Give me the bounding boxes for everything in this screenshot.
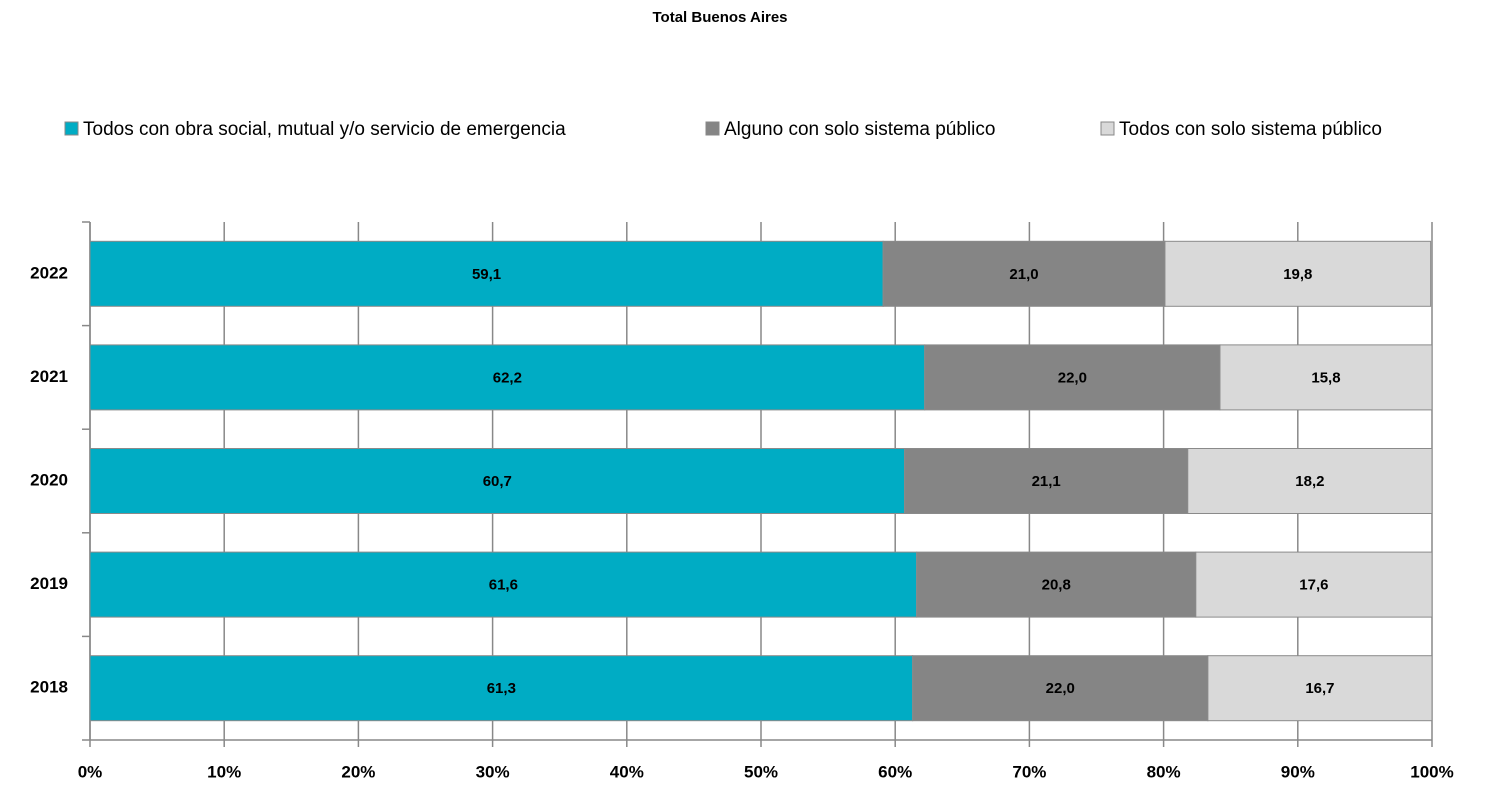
data-label: 21,1	[1032, 473, 1061, 490]
x-tick-label: 20%	[341, 762, 375, 781]
bar-segment	[912, 655, 1209, 722]
x-tick-label: 0%	[78, 762, 103, 781]
y-tick-label: 2018	[30, 678, 68, 697]
data-label: 59,1	[472, 266, 501, 283]
data-label: 21,0	[1009, 266, 1038, 283]
data-label: 16,7	[1305, 680, 1334, 697]
legend-label: Todos con solo sistema público	[1119, 119, 1382, 140]
x-tick-label: 100%	[1410, 762, 1453, 781]
bar-segment	[1164, 240, 1432, 307]
data-label: 22,0	[1046, 680, 1075, 697]
bar-segment	[1219, 344, 1433, 411]
bar-segment	[89, 344, 926, 411]
x-tick-label: 10%	[207, 762, 241, 781]
data-label: 20,8	[1042, 577, 1071, 594]
x-tick-label: 60%	[878, 762, 912, 781]
x-tick-label: 50%	[744, 762, 778, 781]
legend-label: Alguno con solo sistema público	[724, 119, 995, 140]
x-tick-label: 80%	[1147, 762, 1181, 781]
x-tick-label: 30%	[476, 762, 510, 781]
data-label: 60,7	[483, 473, 512, 490]
y-tick-label: 2020	[30, 470, 68, 489]
data-label: 61,3	[487, 680, 516, 697]
bar-segment	[89, 240, 884, 307]
data-label: 61,6	[489, 577, 518, 594]
bar-segment	[89, 655, 914, 722]
data-label: 17,6	[1299, 577, 1328, 594]
legend-label: Todos con obra social, mutual y/o servic…	[83, 119, 566, 140]
x-tick-label: 70%	[1012, 762, 1046, 781]
data-label: 19,8	[1283, 266, 1312, 283]
bar-segment	[1207, 655, 1433, 722]
data-label: 22,0	[1058, 369, 1087, 386]
bar-segment	[924, 344, 1221, 411]
legend-swatch	[64, 121, 79, 136]
bar-segment	[904, 448, 1189, 514]
legend-swatch	[1100, 121, 1115, 136]
bar-segment	[1187, 448, 1433, 514]
data-label: 18,2	[1295, 473, 1324, 490]
chart-title: Total Buenos Aires	[652, 9, 787, 26]
bar-segment	[1195, 551, 1433, 618]
y-tick-label: 2021	[30, 367, 68, 386]
x-tick-label: 40%	[610, 762, 644, 781]
legend-swatch	[705, 121, 720, 136]
data-label: 62,2	[493, 369, 522, 386]
data-label: 15,8	[1311, 369, 1340, 386]
y-tick-label: 2019	[30, 574, 68, 593]
bar-segment	[89, 551, 918, 618]
x-tick-label: 90%	[1281, 762, 1315, 781]
y-tick-label: 2022	[30, 263, 68, 282]
bar-segment	[89, 448, 906, 514]
